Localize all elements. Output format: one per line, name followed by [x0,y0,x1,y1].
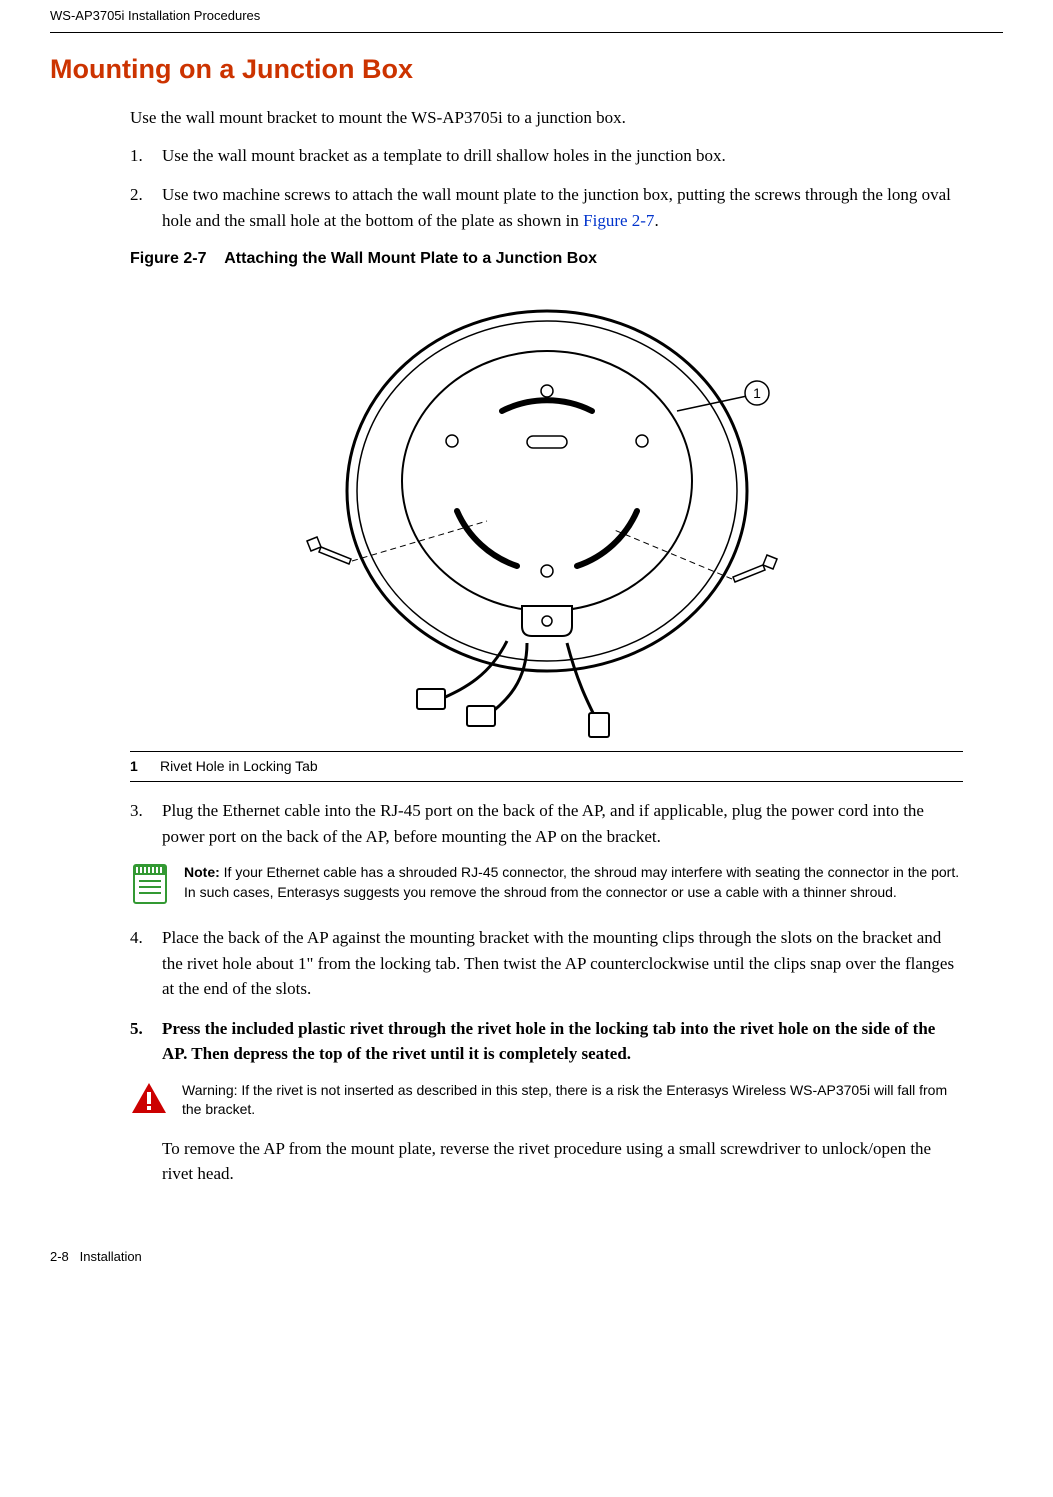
figure-caption: Figure 2-7 Attaching the Wall Mount Plat… [130,247,963,271]
figure-legend-table: 1 Rivet Hole in Locking Tab [130,751,963,782]
step-text: Place the back of the AP against the mou… [162,925,963,1002]
warning-icon [130,1081,168,1115]
step-number: 3. [130,798,162,849]
step-text: Use the wall mount bracket as a template… [162,143,726,169]
step-number: 4. [130,925,162,1002]
running-header: WS-AP3705i Installation Procedures [50,0,1003,33]
step-number: 1. [130,143,162,169]
note-icon [130,863,170,907]
step-text: Plug the Ethernet cable into the RJ-45 p… [162,798,963,849]
step-text: To remove the AP from the mount plate, r… [162,1136,963,1187]
step-number: 2. [130,182,162,233]
warning-callout: Warning: If the rivet is not inserted as… [130,1081,963,1120]
intro-paragraph: Use the wall mount bracket to mount the … [130,105,963,131]
step-continuation [130,1136,162,1187]
junction-box-diagram: 1 [277,281,817,741]
legend-text: Rivet Hole in Locking Tab [160,752,963,782]
step-text: Use two machine screws to attach the wal… [162,182,963,233]
figure-reference-link[interactable]: Figure 2-7 [583,211,654,230]
note-text: Note: If your Ethernet cable has a shrou… [184,863,963,902]
warning-text: Warning: If the rivet is not inserted as… [182,1081,963,1120]
page-footer: 2-8 Installation [50,1247,1003,1267]
figure-diagram: 1 [130,281,963,741]
step-number: 5. [130,1016,162,1067]
legend-key: 1 [130,752,160,782]
section-title: Mounting on a Junction Box [50,49,1003,90]
note-callout: Note: If your Ethernet cable has a shrou… [130,863,963,907]
svg-text:1: 1 [753,385,761,401]
step-text: Press the included plastic rivet through… [162,1016,963,1067]
